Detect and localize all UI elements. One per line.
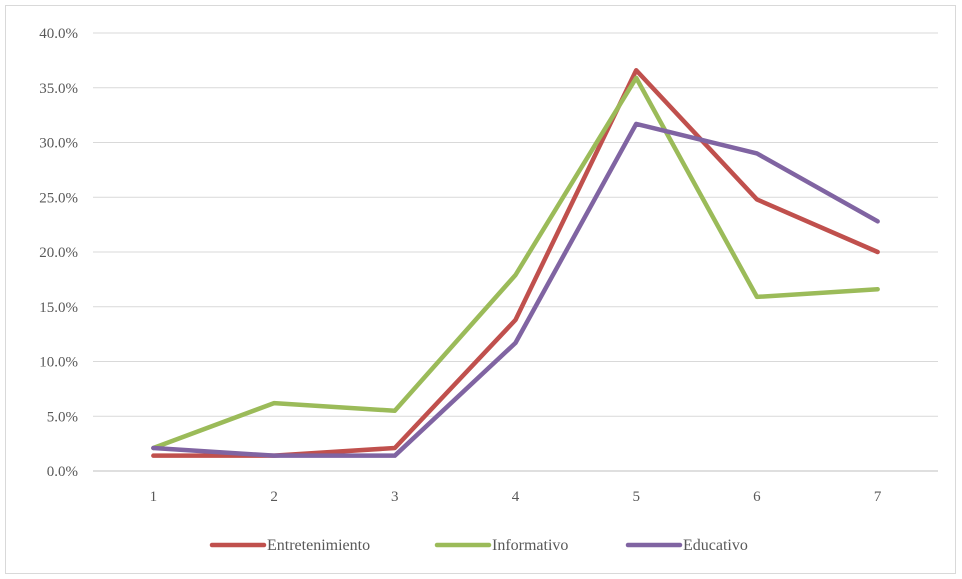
legend-label-informativo: Informativo	[492, 537, 568, 554]
x-axis-ticks: 1 2 3 4 5 6 7	[150, 489, 882, 505]
series-line-entretenimiento	[151, 67, 880, 458]
x-tick-label: 4	[512, 489, 520, 505]
x-tick-label: 6	[753, 489, 761, 505]
series-line-informativo	[151, 75, 880, 451]
chart-frame	[5, 5, 956, 574]
y-tick-label: 40.0%	[39, 26, 78, 42]
legend-label-educativo: Educativo	[683, 537, 748, 554]
legend-label-entretenimiento: Entretenimiento	[267, 537, 370, 554]
y-tick-label: 20.0%	[39, 245, 78, 261]
y-tick-label: 30.0%	[39, 136, 78, 152]
y-tick-label: 5.0%	[47, 409, 78, 425]
x-tick-label: 5	[632, 489, 640, 505]
gridlines	[93, 32, 938, 472]
x-tick-label: 1	[150, 489, 158, 505]
x-tick-label: 3	[391, 489, 399, 505]
y-tick-label: 35.0%	[39, 81, 78, 97]
y-tick-label: 10.0%	[39, 355, 78, 371]
x-tick-label: 7	[874, 489, 882, 505]
x-tick-label: 2	[270, 489, 278, 505]
series-line-educativo	[151, 121, 880, 458]
y-axis-ticks: 0.0% 5.0% 10.0% 15.0% 20.0% 25.0% 30.0% 35.0% 40…	[39, 26, 78, 480]
series-lines	[151, 67, 880, 458]
y-tick-label: 15.0%	[39, 300, 78, 316]
y-tick-label: 25.0%	[39, 190, 78, 206]
legend: Entretenimiento Informativo Educativo	[209, 537, 748, 554]
y-tick-label: 0.0%	[47, 464, 78, 480]
